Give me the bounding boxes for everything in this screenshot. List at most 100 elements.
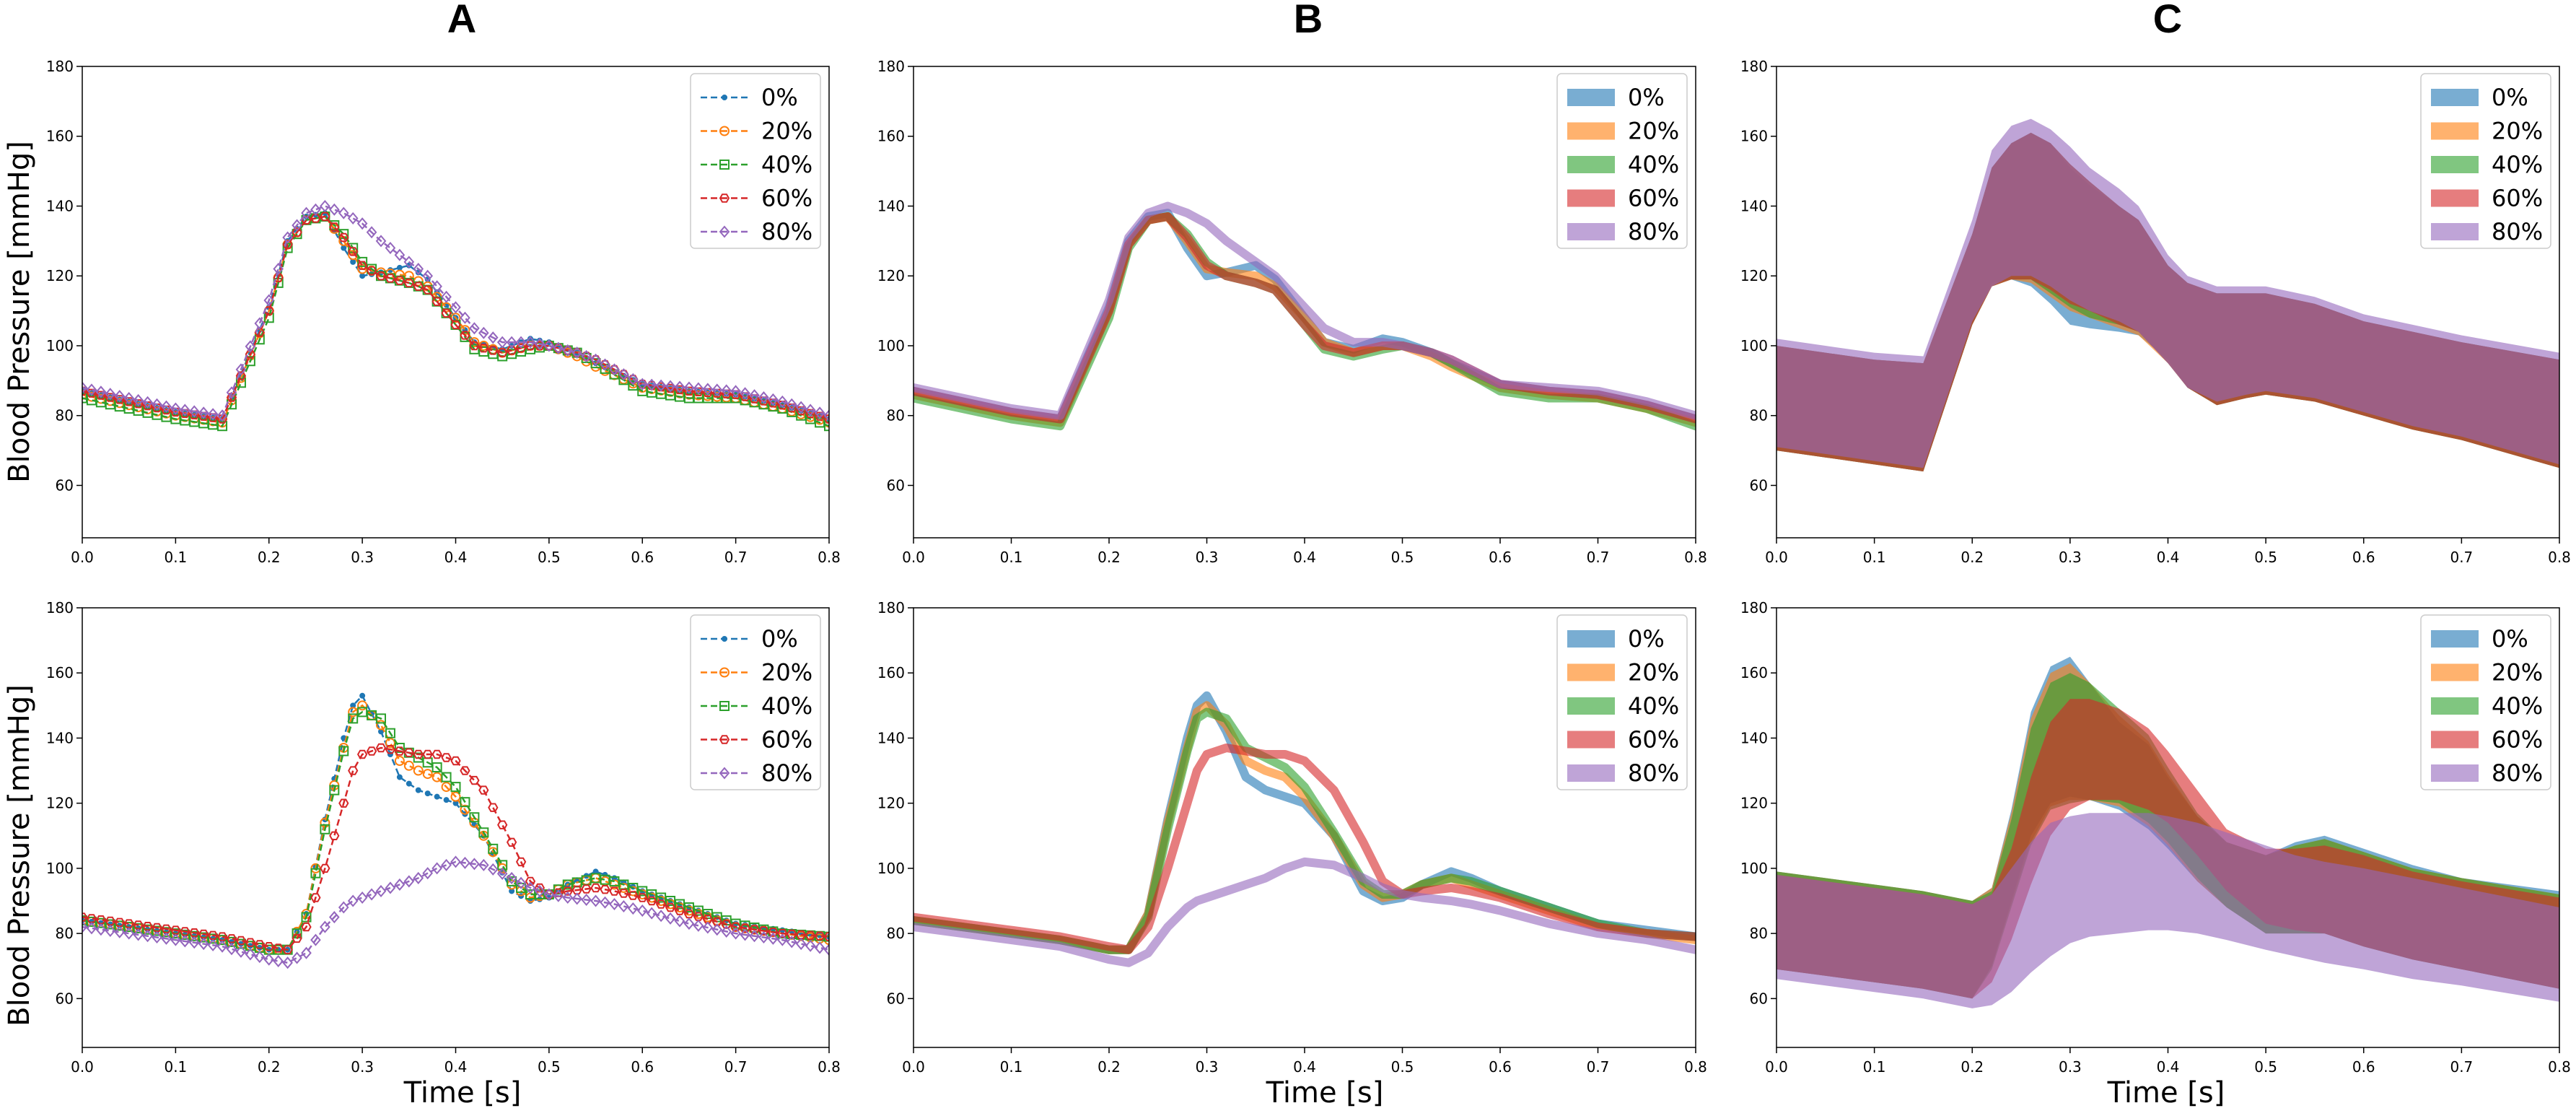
data-point-60% <box>385 745 396 754</box>
data-point-60% <box>814 931 825 941</box>
data-point-40% <box>431 762 442 773</box>
panel-a-bottom: 0.0 0.1 0.2 0.3 0.4 0.5 0.6 0.7 0.8 60 80 100 120 140… <box>46 599 841 1076</box>
legend-swatch-40% <box>2431 697 2479 715</box>
legend-label-20%: 20% <box>1628 659 1679 686</box>
legend-swatch-40% <box>2431 156 2479 173</box>
data-point-40% <box>628 380 639 391</box>
data-point-80% <box>683 917 695 930</box>
series-band-60% <box>914 744 1696 954</box>
data-point-80% <box>114 390 126 403</box>
series-band-80% <box>914 201 1696 420</box>
data-point-80% <box>188 405 200 418</box>
data-point-80% <box>133 928 144 941</box>
legend-swatch-60% <box>2431 189 2479 207</box>
x-tick-label: 0.5 <box>538 1058 561 1076</box>
data-point-60% <box>282 945 293 954</box>
data-point-60% <box>375 271 387 281</box>
data-point-80% <box>721 925 732 938</box>
data-point-80% <box>245 948 256 961</box>
y-tick-label: 60 <box>56 476 74 494</box>
data-point-60% <box>133 920 144 930</box>
data-point-0% <box>396 774 403 780</box>
x-tick-label: 0.3 <box>2059 549 2082 566</box>
data-point-80% <box>441 290 452 303</box>
data-point-60% <box>320 212 330 222</box>
y-tick-label: 60 <box>887 990 905 1007</box>
data-point-80% <box>179 404 190 417</box>
data-point-40% <box>348 713 359 724</box>
data-point-80% <box>142 930 153 943</box>
x-tick-label: 0.0 <box>71 549 94 566</box>
legend-label-0%: 0% <box>761 625 798 653</box>
x-axis-label-c: Time [s] <box>2107 1076 2225 1110</box>
data-point-80% <box>469 858 480 871</box>
data-point-80% <box>394 878 406 891</box>
data-point-60% <box>329 831 340 840</box>
legend-label-40%: 40% <box>2492 151 2543 178</box>
data-point-80% <box>413 871 424 884</box>
legend-swatch-0% <box>2431 89 2479 106</box>
axes-frame <box>82 607 830 1048</box>
x-tick-label: 0.6 <box>631 1058 654 1076</box>
data-point-80% <box>740 928 750 941</box>
data-point-80% <box>375 235 387 248</box>
data-point-80% <box>693 919 704 932</box>
data-point-80% <box>515 876 527 889</box>
data-point-80% <box>431 862 442 875</box>
legend-label-80%: 80% <box>1628 218 1679 245</box>
data-point-80% <box>823 409 829 422</box>
legend-swatch-60% <box>2431 731 2479 749</box>
data-point-80% <box>385 881 396 894</box>
data-point-60% <box>86 914 97 923</box>
data-point-80% <box>385 241 396 255</box>
data-point-60% <box>301 922 312 932</box>
data-point-60% <box>683 386 695 396</box>
data-point-80% <box>487 331 499 344</box>
y-tick-label: 140 <box>1740 197 1768 214</box>
legend-label-0%: 0% <box>761 84 798 111</box>
data-point-80% <box>768 932 779 945</box>
data-point-60% <box>488 346 499 355</box>
x-tick-label: 0.8 <box>2548 549 2571 566</box>
x-tick-label: 0.2 <box>1098 1058 1121 1076</box>
y-tick-label: 100 <box>46 337 74 354</box>
data-point-80% <box>721 384 732 397</box>
series-group <box>82 199 829 432</box>
data-point-80% <box>161 400 172 413</box>
legend-label-60%: 60% <box>761 185 812 212</box>
diamond-marker-icon <box>719 767 730 780</box>
y-tick-label: 60 <box>1750 990 1768 1007</box>
data-point-60% <box>796 406 807 416</box>
x-tick-label: 0.5 <box>1391 1058 1414 1076</box>
data-point-80% <box>609 897 620 911</box>
legend <box>690 614 821 790</box>
data-point-60% <box>114 395 125 404</box>
fill-band-80% <box>1777 118 2559 468</box>
legend <box>690 73 821 249</box>
data-point-60% <box>198 929 209 939</box>
y-tick-label: 180 <box>46 599 74 616</box>
data-point-80% <box>431 280 442 293</box>
legend-label-20%: 20% <box>761 659 812 686</box>
data-point-80% <box>310 933 321 946</box>
data-point-40% <box>357 256 368 267</box>
data-point-80% <box>207 408 219 421</box>
data-point-80% <box>618 368 629 381</box>
x-tick-label: 0.4 <box>1293 1058 1316 1076</box>
data-point-60% <box>506 837 517 847</box>
data-point-80% <box>786 936 797 949</box>
data-point-60% <box>161 924 172 933</box>
data-point-80% <box>245 340 256 353</box>
data-point-40% <box>320 824 330 834</box>
legend-swatch-40% <box>1567 156 1615 173</box>
legend-swatch-80% <box>1567 223 1615 240</box>
data-point-60% <box>338 798 349 808</box>
x-tick-label: 0.8 <box>2548 1058 2571 1076</box>
data-point-60% <box>366 746 377 756</box>
data-point-60% <box>628 891 639 900</box>
data-point-80% <box>823 943 829 956</box>
legend-swatch-0% <box>1567 89 1615 106</box>
y-tick-label: 60 <box>1750 476 1768 494</box>
panel-b-bottom: 0.0 0.1 0.2 0.3 0.4 0.5 0.6 0.7 0.8 60 80 100 120 140… <box>877 599 1707 1076</box>
hexagon-marker-icon <box>719 193 730 203</box>
